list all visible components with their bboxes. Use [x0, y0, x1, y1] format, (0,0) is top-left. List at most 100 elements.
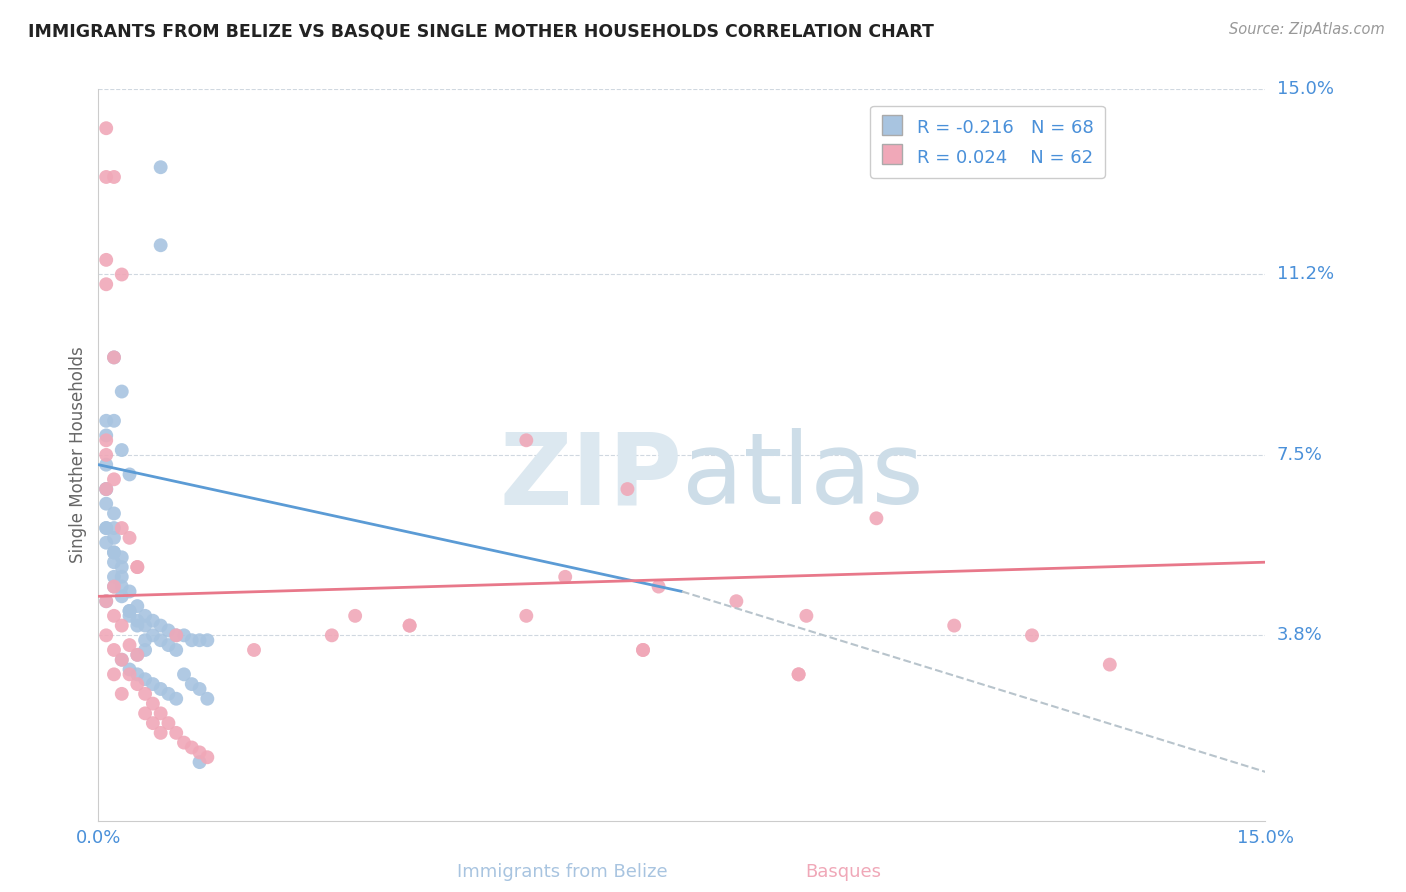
Point	[103, 545, 125, 559]
Point	[96, 628, 118, 642]
Point	[149, 633, 172, 648]
Point	[118, 467, 141, 482]
Point	[616, 482, 638, 496]
Point	[103, 580, 125, 594]
Point	[103, 570, 125, 584]
Point	[127, 599, 149, 613]
Point	[142, 697, 165, 711]
Point	[118, 584, 141, 599]
Point	[134, 706, 156, 721]
Point	[195, 633, 218, 648]
Point	[188, 633, 211, 648]
Point	[165, 628, 187, 642]
Point	[96, 434, 118, 448]
Point	[195, 750, 218, 764]
Point	[127, 677, 149, 691]
Text: 11.2%: 11.2%	[1277, 266, 1334, 284]
Point	[127, 618, 149, 632]
Text: 7.5%: 7.5%	[1277, 446, 1323, 464]
Point	[142, 628, 165, 642]
Point	[149, 238, 172, 252]
Point	[111, 560, 134, 574]
Point	[149, 706, 172, 721]
Point	[515, 608, 537, 623]
Point	[796, 608, 818, 623]
Point	[787, 667, 810, 681]
Point	[554, 570, 576, 584]
Point	[180, 633, 202, 648]
Point	[180, 677, 202, 691]
Point	[725, 594, 748, 608]
Point	[118, 663, 141, 677]
Point	[134, 687, 156, 701]
Point	[647, 580, 669, 594]
Point	[96, 414, 118, 428]
Point	[103, 643, 125, 657]
Point	[127, 648, 149, 662]
Point	[149, 681, 172, 696]
Point	[321, 628, 343, 642]
Point	[398, 618, 420, 632]
Point	[96, 521, 118, 535]
Point	[103, 667, 125, 681]
Point	[111, 521, 134, 535]
Point	[142, 614, 165, 628]
Text: IMMIGRANTS FROM BELIZE VS BASQUE SINGLE MOTHER HOUSEHOLDS CORRELATION CHART: IMMIGRANTS FROM BELIZE VS BASQUE SINGLE …	[28, 22, 934, 40]
Point	[111, 687, 134, 701]
Point	[111, 570, 134, 584]
Point	[103, 545, 125, 559]
Text: ZIP: ZIP	[499, 428, 682, 525]
Point	[96, 448, 118, 462]
Point	[157, 687, 180, 701]
Point	[118, 638, 141, 652]
Point	[96, 482, 118, 496]
Point	[344, 608, 367, 623]
Text: atlas: atlas	[682, 428, 924, 525]
Point	[118, 604, 141, 618]
Point	[157, 716, 180, 731]
Point	[173, 667, 195, 681]
Point	[103, 531, 125, 545]
Point	[188, 745, 211, 759]
Point	[134, 608, 156, 623]
Point	[103, 580, 125, 594]
Point	[118, 604, 141, 618]
Point	[103, 169, 125, 184]
Point	[96, 594, 118, 608]
Point	[96, 277, 118, 292]
Point	[127, 648, 149, 662]
Point	[165, 691, 187, 706]
Point	[111, 443, 134, 458]
Point	[118, 608, 141, 623]
Point	[111, 268, 134, 282]
Point	[149, 726, 172, 740]
Point	[127, 614, 149, 628]
Point	[180, 740, 202, 755]
Point	[103, 351, 125, 365]
Point	[149, 160, 172, 174]
Point	[142, 716, 165, 731]
Point	[96, 482, 118, 496]
Point	[134, 633, 156, 648]
Point	[96, 482, 118, 496]
Point	[111, 550, 134, 565]
Point	[1021, 628, 1043, 642]
Point	[787, 667, 810, 681]
Point	[165, 628, 187, 642]
Point	[111, 618, 134, 632]
Point	[173, 736, 195, 750]
Point	[188, 755, 211, 769]
Point	[134, 618, 156, 632]
Point	[96, 58, 118, 72]
Point	[96, 252, 118, 267]
Point	[865, 511, 887, 525]
Point	[96, 521, 118, 535]
Point	[243, 643, 266, 657]
Text: Immigrants from Belize: Immigrants from Belize	[457, 863, 668, 881]
Point	[96, 458, 118, 472]
Point	[134, 672, 156, 686]
Point	[157, 638, 180, 652]
Point	[195, 691, 218, 706]
Point	[165, 726, 187, 740]
Point	[111, 653, 134, 667]
